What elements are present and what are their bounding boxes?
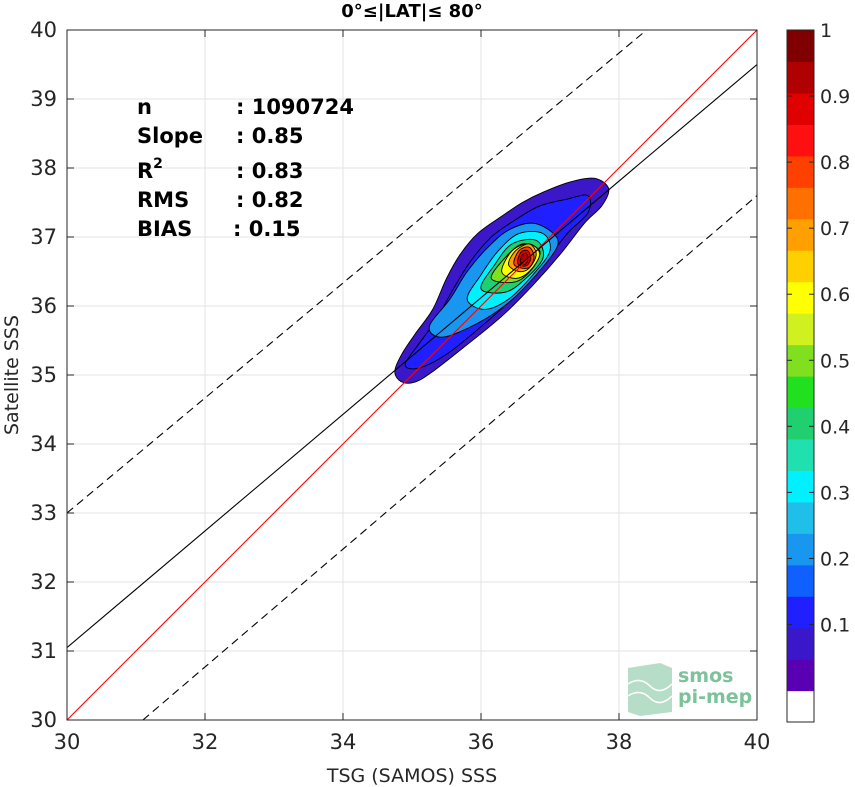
logo-mark-icon	[627, 663, 673, 716]
smos-pimep-logo: smos pi-mep	[627, 663, 752, 716]
y-tick-label: 31	[30, 639, 57, 663]
colorbar-tick-label: 1	[820, 20, 832, 42]
colorbar-segment	[787, 501, 814, 534]
stat-slope-value: : 0.85	[236, 124, 304, 148]
colorbar-tick-label: 0.9	[820, 86, 850, 108]
stat-rms-label: RMS	[137, 188, 189, 212]
colorbar-segment	[787, 155, 814, 188]
chart-title: 0°≤|LAT|≤ 80°	[341, 1, 482, 22]
stat-bias-value: : 0.15	[233, 217, 301, 241]
x-tick-label: 36	[468, 730, 495, 754]
colorbar-ticks: 0.1 0.2 0.3 0.4 0.5 0.6 0.7 0.8 0.9 1	[787, 20, 850, 636]
colorbar-tick-label: 0.6	[820, 284, 850, 306]
stat-r2-base: R	[137, 159, 153, 183]
y-tick-label: 30	[30, 708, 57, 732]
colorbar-segment	[787, 438, 814, 471]
colorbar-segment	[787, 470, 814, 503]
stat-rms-value: : 0.82	[236, 188, 304, 212]
reference-lines	[67, 30, 757, 720]
line-1:1	[67, 30, 757, 720]
y-tick-label: 40	[30, 18, 57, 42]
colorbar-tick-label: 0.5	[820, 350, 850, 372]
colorbar-segment	[787, 187, 814, 220]
colorbar-tick-label: 0.4	[820, 416, 850, 438]
stats-annotation: n : 1090724 Slope : 0.85 R2 : 0.83 RMS :…	[137, 95, 354, 241]
colorbar-segment	[787, 218, 814, 251]
colorbar-segment	[787, 30, 814, 63]
y-tick-label: 36	[30, 294, 57, 318]
colorbar-segment	[787, 596, 814, 629]
stat-bias-label: BIAS	[137, 217, 192, 241]
contour-level-0.97	[519, 252, 529, 266]
colorbar-frame	[786, 29, 815, 723]
y-axis-label: Satellite SSS	[1, 315, 23, 435]
stat-n-label: n	[137, 95, 152, 119]
x-tick-label: 32	[192, 730, 219, 754]
colorbar-segment	[787, 659, 814, 692]
y-tick-label: 35	[30, 363, 57, 387]
stat-n-value: : 1090724	[236, 95, 354, 119]
colorbar-tick-label: 0.3	[820, 482, 850, 504]
x-axis-label: TSG (SAMOS) SSS	[326, 765, 497, 787]
colorbar-segment	[787, 376, 814, 409]
grid-lines	[66, 29, 758, 721]
y-axis-ticks: 30 31 32 33 34 35 36 37 38 39 40	[30, 18, 757, 732]
stat-r2-sup: 2	[153, 156, 163, 172]
x-axis-ticks: 30 32 34 36 38 40	[54, 30, 771, 754]
colorbar-segment	[787, 533, 814, 566]
colorbar-segment	[787, 407, 814, 440]
colorbar-segment	[787, 61, 814, 94]
line-fit	[67, 64, 757, 648]
colorbar-segment	[787, 92, 814, 125]
logo-pimep: pi-mep	[678, 686, 752, 708]
stat-slope-label: Slope	[137, 124, 203, 148]
colorbar-segment	[787, 564, 814, 597]
line-upper	[67, 30, 647, 514]
colorbar-segment	[787, 124, 814, 157]
y-tick-label: 34	[30, 432, 57, 456]
y-tick-label: 32	[30, 570, 57, 594]
y-tick-label: 37	[30, 225, 57, 249]
colorbar-segment	[787, 690, 814, 723]
colorbar-tick-label: 0.1	[820, 614, 850, 636]
colorbar-tick-label: 0.7	[820, 218, 850, 240]
x-tick-label: 30	[54, 730, 81, 754]
colorbar-segment	[787, 313, 814, 346]
y-tick-label: 38	[30, 156, 57, 180]
colorbar-segment	[787, 627, 814, 660]
logo-smos: smos	[678, 665, 733, 687]
colorbar-tick-label: 0.8	[820, 152, 850, 174]
stat-r2-label: R2	[137, 156, 163, 183]
x-tick-label: 34	[330, 730, 357, 754]
line-lower	[142, 195, 757, 720]
colorbar	[787, 30, 814, 723]
colorbar-segment	[787, 250, 814, 283]
stat-r2-value: : 0.83	[236, 159, 304, 183]
x-tick-label: 38	[606, 730, 633, 754]
y-tick-label: 33	[30, 501, 57, 525]
y-tick-label: 39	[30, 87, 57, 111]
colorbar-segment	[787, 281, 814, 314]
colorbar-tick-label: 0.2	[820, 548, 850, 570]
x-tick-label: 40	[744, 730, 771, 754]
